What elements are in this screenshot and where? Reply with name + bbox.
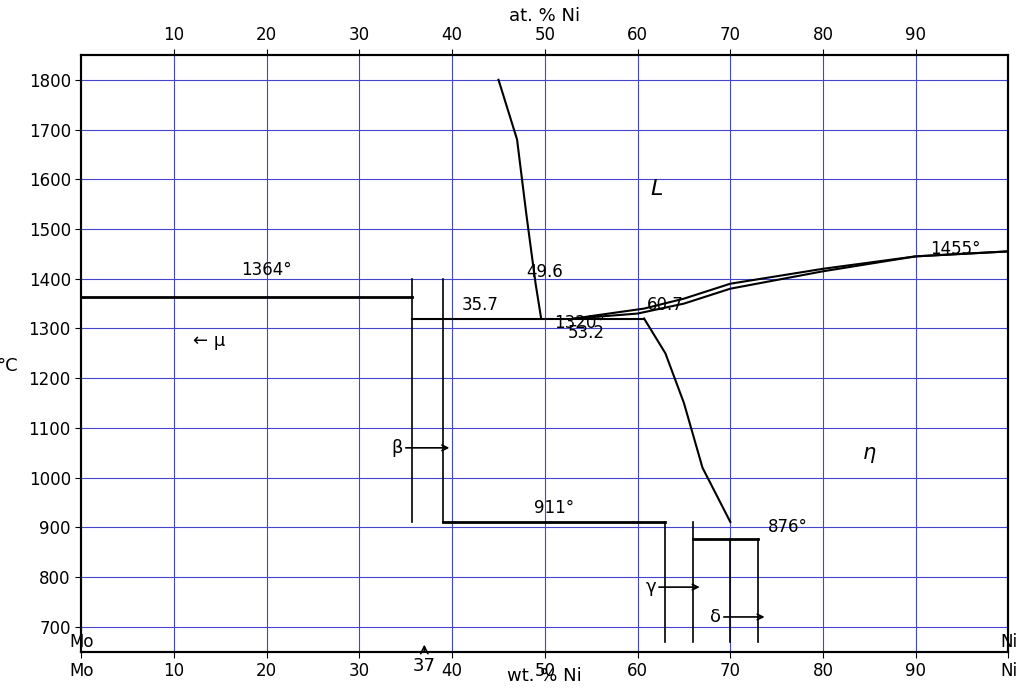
- Text: 53.2: 53.2: [568, 324, 605, 342]
- Text: β: β: [391, 439, 403, 457]
- Text: 49.6: 49.6: [526, 263, 563, 282]
- Text: 1320°: 1320°: [554, 313, 605, 332]
- Text: η: η: [863, 443, 876, 463]
- Text: ← μ: ← μ: [193, 332, 224, 350]
- Text: 1455°: 1455°: [930, 240, 981, 258]
- Text: Mo: Mo: [69, 633, 93, 651]
- Text: 1364°: 1364°: [242, 261, 292, 279]
- Text: 37: 37: [413, 647, 436, 675]
- Text: Ni: Ni: [999, 633, 1017, 651]
- Text: 60.7: 60.7: [647, 295, 684, 313]
- Text: δ: δ: [710, 608, 721, 626]
- Text: L: L: [650, 179, 663, 199]
- Text: °C: °C: [0, 357, 17, 375]
- Text: γ: γ: [645, 578, 656, 596]
- Text: wt. % Ni: wt. % Ni: [508, 667, 583, 684]
- Text: 876°: 876°: [767, 518, 807, 536]
- Text: 911°: 911°: [535, 500, 574, 518]
- X-axis label: at. % Ni: at. % Ni: [509, 7, 581, 25]
- Text: 35.7: 35.7: [462, 295, 499, 313]
